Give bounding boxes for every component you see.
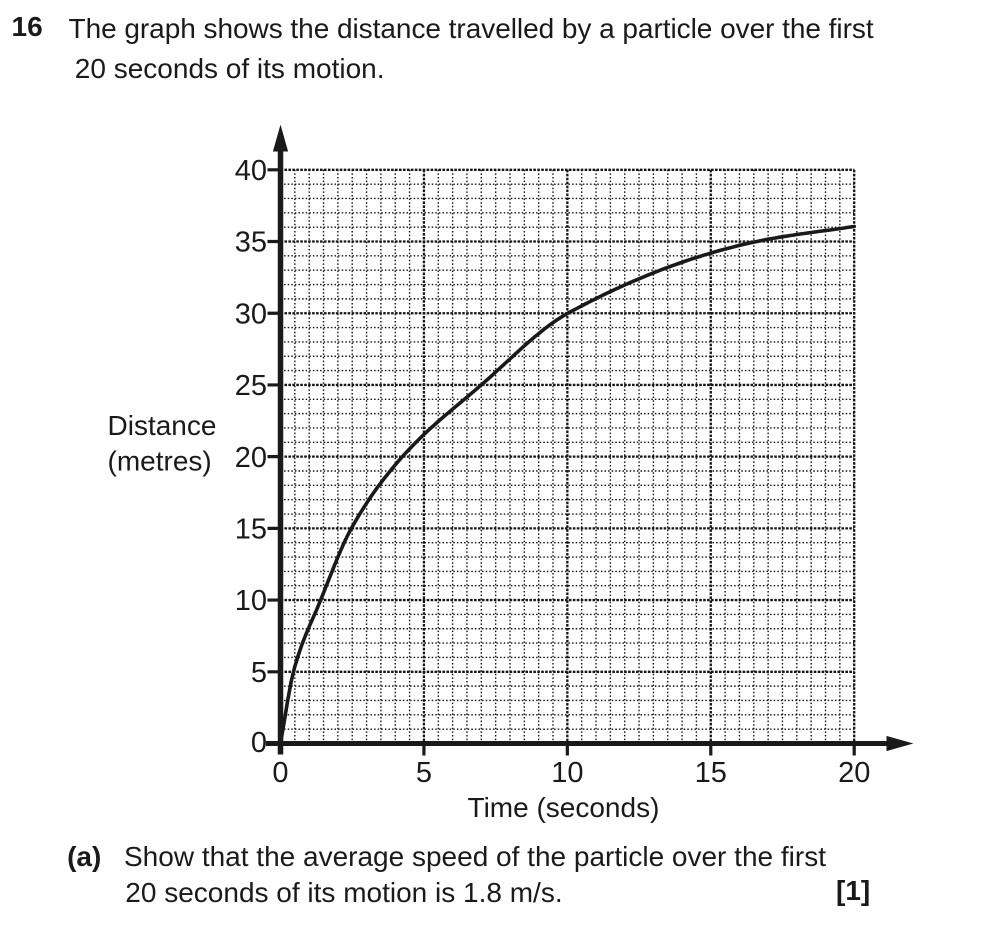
svg-text:5: 5 bbox=[416, 757, 432, 789]
svg-text:5: 5 bbox=[251, 657, 267, 689]
svg-text:0: 0 bbox=[272, 757, 288, 789]
svg-text:(metres): (metres) bbox=[108, 446, 212, 477]
svg-text:10: 10 bbox=[235, 585, 267, 617]
svg-text:40: 40 bbox=[235, 155, 267, 187]
svg-text:20: 20 bbox=[838, 757, 870, 789]
svg-text:Time (seconds): Time (seconds) bbox=[468, 792, 660, 823]
svg-text:35: 35 bbox=[235, 227, 267, 259]
svg-text:Distance: Distance bbox=[108, 410, 217, 441]
svg-text:15: 15 bbox=[235, 514, 267, 546]
svg-text:20: 20 bbox=[235, 442, 267, 474]
svg-text:30: 30 bbox=[235, 298, 267, 330]
svg-text:25: 25 bbox=[235, 370, 267, 402]
svg-text:0: 0 bbox=[251, 727, 267, 759]
svg-text:10: 10 bbox=[551, 757, 583, 789]
svg-text:15: 15 bbox=[695, 757, 727, 789]
